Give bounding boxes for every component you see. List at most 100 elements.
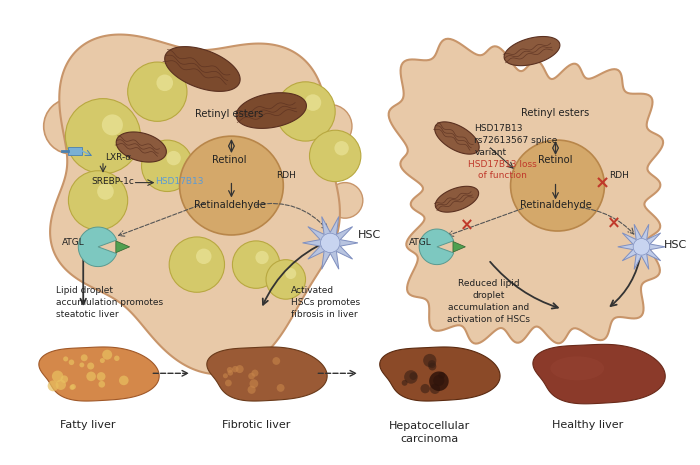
Circle shape	[421, 384, 430, 393]
Circle shape	[69, 385, 74, 390]
Text: ×: ×	[460, 216, 473, 234]
Text: Retinyl esters: Retinyl esters	[195, 109, 264, 120]
Circle shape	[402, 380, 407, 386]
Circle shape	[69, 359, 74, 365]
Circle shape	[272, 357, 280, 365]
Circle shape	[232, 366, 239, 372]
Circle shape	[169, 237, 225, 292]
Polygon shape	[39, 347, 159, 401]
Polygon shape	[504, 37, 560, 66]
Circle shape	[114, 356, 120, 361]
Circle shape	[404, 370, 418, 384]
Circle shape	[430, 384, 440, 394]
Circle shape	[223, 373, 228, 379]
Polygon shape	[453, 241, 466, 252]
Circle shape	[228, 370, 233, 376]
Text: Hepatocellular
carcinoma: Hepatocellular carcinoma	[389, 421, 470, 444]
Circle shape	[276, 384, 284, 392]
Text: Retinaldehyde: Retinaldehyde	[519, 200, 592, 210]
Text: Lipid droplet
accumulation promotes
steatotic liver: Lipid droplet accumulation promotes stea…	[55, 286, 162, 319]
Circle shape	[100, 358, 105, 363]
Circle shape	[236, 365, 244, 373]
Text: Reduced lipid
droplet
accumulation and
activation of HSCs: Reduced lipid droplet accumulation and a…	[447, 279, 530, 324]
Text: SREBP-1c: SREBP-1c	[91, 177, 134, 186]
Circle shape	[97, 372, 106, 381]
Polygon shape	[164, 46, 240, 92]
Ellipse shape	[180, 136, 284, 235]
Circle shape	[43, 99, 99, 154]
Polygon shape	[116, 241, 130, 253]
Circle shape	[127, 62, 187, 121]
Polygon shape	[50, 34, 340, 374]
Circle shape	[428, 360, 436, 368]
Polygon shape	[379, 347, 500, 401]
Circle shape	[99, 381, 105, 388]
Polygon shape	[389, 39, 663, 344]
Circle shape	[97, 183, 114, 200]
Circle shape	[196, 249, 211, 264]
Circle shape	[248, 373, 255, 379]
Circle shape	[119, 376, 129, 385]
Polygon shape	[533, 345, 665, 404]
Polygon shape	[419, 229, 454, 265]
Ellipse shape	[550, 356, 604, 380]
Circle shape	[88, 363, 94, 370]
Circle shape	[423, 354, 436, 367]
Circle shape	[79, 363, 84, 367]
Circle shape	[52, 371, 63, 382]
Circle shape	[433, 375, 444, 386]
Circle shape	[69, 171, 127, 230]
Circle shape	[156, 74, 173, 91]
Circle shape	[232, 241, 280, 288]
Text: ATGL: ATGL	[410, 239, 432, 247]
Polygon shape	[435, 186, 479, 212]
Circle shape	[276, 82, 335, 141]
Circle shape	[335, 141, 349, 155]
Circle shape	[309, 105, 352, 148]
Text: LXR-α: LXR-α	[105, 153, 131, 162]
Text: Retinol: Retinol	[538, 155, 573, 165]
Text: Retinaldehyde: Retinaldehyde	[193, 200, 265, 210]
Polygon shape	[116, 132, 167, 162]
Text: Activated
HSCs promotes
fibrosis in liver: Activated HSCs promotes fibrosis in live…	[290, 286, 360, 319]
Circle shape	[248, 385, 256, 394]
Polygon shape	[302, 217, 358, 269]
Circle shape	[249, 379, 258, 388]
Text: Retinyl esters: Retinyl esters	[522, 108, 589, 119]
Polygon shape	[435, 122, 480, 154]
Text: RDH: RDH	[609, 171, 629, 180]
Circle shape	[71, 384, 76, 390]
Circle shape	[285, 268, 296, 279]
Circle shape	[256, 251, 269, 264]
Polygon shape	[618, 224, 665, 269]
Text: Healthy liver: Healthy liver	[552, 420, 623, 430]
Text: Fibrotic liver: Fibrotic liver	[222, 420, 290, 430]
Text: RDH: RDH	[276, 171, 296, 180]
Circle shape	[141, 140, 193, 192]
Text: Retinol: Retinol	[212, 155, 246, 165]
Circle shape	[309, 130, 361, 182]
Circle shape	[634, 239, 650, 255]
Polygon shape	[236, 93, 307, 128]
Circle shape	[304, 94, 321, 111]
Circle shape	[225, 379, 232, 386]
Text: ATGL: ATGL	[62, 239, 84, 247]
Text: HSD17B13: HSD17B13	[155, 177, 204, 186]
Polygon shape	[206, 347, 327, 401]
Circle shape	[429, 372, 449, 391]
Circle shape	[438, 372, 445, 379]
Circle shape	[80, 354, 88, 361]
Text: Fatty liver: Fatty liver	[60, 420, 116, 430]
Circle shape	[86, 372, 96, 381]
Text: HSD17B13
rs72613567 splice
variant: HSD17B13 rs72613567 splice variant	[475, 124, 558, 157]
Polygon shape	[69, 147, 82, 155]
Circle shape	[321, 233, 340, 252]
Circle shape	[428, 363, 436, 371]
Ellipse shape	[510, 140, 604, 231]
Text: HSC: HSC	[358, 230, 382, 240]
Circle shape	[63, 356, 68, 361]
Polygon shape	[78, 227, 117, 266]
Circle shape	[60, 375, 68, 383]
Circle shape	[65, 99, 141, 174]
Text: ×: ×	[594, 174, 610, 193]
